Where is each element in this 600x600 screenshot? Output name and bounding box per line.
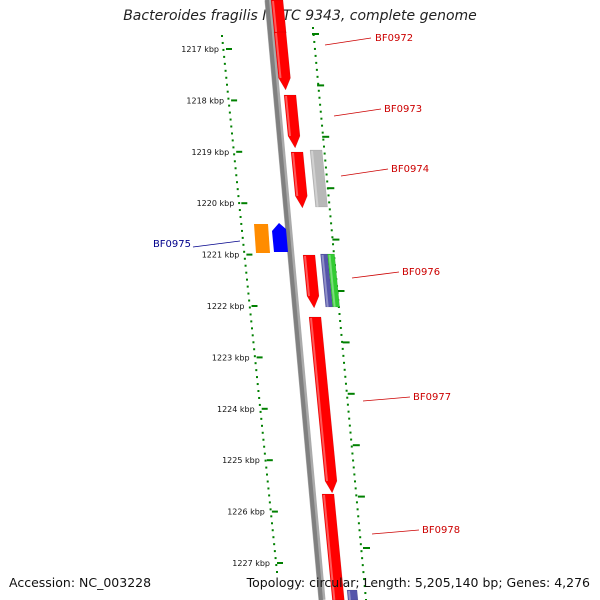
ruler-tick: [246, 253, 253, 256]
ruler-tick: [363, 547, 370, 549]
label-leader-line: [192, 240, 241, 248]
ruler-tick: [266, 459, 273, 462]
ruler-tick-label: 1223 kbp: [212, 353, 250, 362]
gene-track: [254, 0, 359, 600]
ruler-tick-label: 1224 kbp: [217, 405, 255, 414]
label-leader-line: [362, 396, 411, 402]
gene-bar-BF0973: [283, 94, 301, 149]
gene-label-BF0974: BF0974: [391, 164, 429, 175]
ruler-tick-label: 1226 kbp: [227, 508, 265, 517]
ruler-tick-label: 1225 kbp: [222, 456, 260, 465]
ruler-tick: [327, 187, 335, 190]
gene-bar-BF0974: [290, 151, 308, 209]
ruler-tick: [312, 33, 319, 35]
ruler-tick-label: 1220 kbp: [197, 199, 235, 208]
gene-label-BF0975: BF0975: [153, 239, 191, 250]
ruler-tick: [357, 495, 365, 498]
ruler-tick: [342, 341, 350, 344]
gene-label-BF0973: BF0973: [384, 104, 422, 115]
gene-bar-green: [327, 253, 340, 308]
ruler-tick: [236, 150, 243, 153]
ruler-tick: [337, 290, 345, 292]
label-leader-line: [371, 529, 420, 535]
gene-label-BF0976: BF0976: [402, 267, 440, 278]
ruler-tick-label: 1218 kbp: [186, 96, 224, 105]
ruler-tick: [271, 510, 278, 513]
gene-bar-gray: [309, 149, 328, 208]
label-leader-line: [324, 37, 372, 46]
ruler-tick: [261, 407, 268, 410]
gene-bar-BF0972: [273, 31, 291, 91]
ruler-tick: [241, 202, 248, 205]
ruler-tick: [251, 305, 258, 307]
ruler-tick: [317, 84, 325, 87]
gene-bar-orange: [254, 224, 270, 253]
ruler-tick: [231, 99, 238, 102]
accession-text: Accession: NC_003228: [9, 575, 152, 590]
ruler-tick: [277, 562, 283, 564]
backbone-track: [264, 0, 326, 600]
label-leader-line: [340, 168, 389, 177]
ruler-tick-label: 1217 kbp: [181, 45, 219, 54]
ruler-tick: [322, 135, 330, 138]
gene-label-BF0977: BF0977: [413, 392, 451, 403]
ruler-tick: [226, 48, 232, 50]
ruler-tick-label: 1221 kbp: [202, 251, 240, 260]
gene-label-BF0978: BF0978: [422, 525, 460, 536]
right-ruler: [312, 27, 370, 600]
ruler-tick-label: 1227 kbp: [232, 559, 270, 568]
genome-summary-text: Topology: circular; Length: 5,205,140 bp…: [246, 575, 590, 590]
label-leader-line: [333, 108, 382, 117]
gene-bar-BF0975: [272, 223, 288, 252]
gene-bar-BF0976: [302, 254, 320, 309]
gene-bar-BF0977: [308, 316, 338, 494]
ruler-tick: [332, 238, 340, 241]
gene-bar-BF0978: [321, 493, 345, 600]
ruler-tick: [256, 356, 263, 359]
left-ruler: 1217 kbp 1218 kbp 1219 kbp 1220 kbp 1221 kbp…: [181, 35, 283, 573]
ruler-tick-label: 1222 kbp: [207, 302, 245, 311]
label-leader-line: [351, 271, 400, 279]
gene-label-BF0972: BF0972: [375, 33, 413, 44]
ruler-tick: [347, 392, 355, 395]
ruler-tick-label: 1219 kbp: [191, 148, 229, 157]
gene-labels: BF0972 BF0973 BF0974 BF0976 BF0977 BF0978 BF09…: [153, 33, 460, 536]
gene-bar-BF0972: [270, 0, 287, 34]
ruler-tick: [352, 444, 360, 447]
genome-title: Bacteroides fragilis NCTC 9343, complete…: [123, 8, 477, 24]
gene-bar-slate-2: [346, 589, 359, 600]
